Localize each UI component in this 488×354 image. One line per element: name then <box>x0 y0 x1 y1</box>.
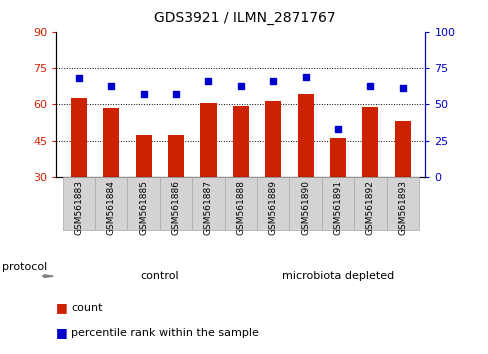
Text: ■: ■ <box>56 302 68 314</box>
Text: GSM561889: GSM561889 <box>268 180 277 235</box>
Text: GSM561885: GSM561885 <box>139 180 148 235</box>
Point <box>172 91 180 97</box>
Text: microbiota depleted: microbiota depleted <box>281 271 393 281</box>
Bar <box>394 121 410 177</box>
Bar <box>192 177 224 230</box>
Text: GSM561890: GSM561890 <box>301 180 309 235</box>
Text: GSM561888: GSM561888 <box>236 180 245 235</box>
Bar <box>386 177 418 230</box>
Bar <box>232 105 248 177</box>
Text: GSM561886: GSM561886 <box>171 180 180 235</box>
Text: ■: ■ <box>56 326 68 339</box>
Bar <box>160 177 192 230</box>
Point <box>301 74 309 80</box>
Bar <box>257 177 289 230</box>
Text: percentile rank within the sample: percentile rank within the sample <box>71 328 258 338</box>
Text: GSM561892: GSM561892 <box>365 180 374 235</box>
Point <box>236 83 244 88</box>
Bar <box>62 177 95 230</box>
Bar <box>127 177 160 230</box>
Bar <box>329 138 346 177</box>
Point <box>366 83 373 88</box>
Point <box>140 91 147 97</box>
Text: count: count <box>71 303 102 313</box>
Bar <box>297 93 313 177</box>
Point <box>75 75 82 81</box>
Text: GSM561884: GSM561884 <box>106 180 116 235</box>
Point <box>107 83 115 88</box>
Bar <box>103 108 119 177</box>
Point <box>333 126 341 132</box>
Bar <box>353 177 386 230</box>
Bar <box>362 107 378 177</box>
Bar <box>200 103 216 177</box>
FancyArrow shape <box>43 275 53 278</box>
Text: GSM561893: GSM561893 <box>397 180 407 235</box>
Point <box>398 86 406 91</box>
Text: GSM561883: GSM561883 <box>74 180 83 235</box>
Bar <box>71 98 87 177</box>
Bar <box>264 101 281 177</box>
Text: GSM561891: GSM561891 <box>333 180 342 235</box>
Bar <box>289 177 321 230</box>
Bar <box>167 135 184 177</box>
Bar <box>224 177 257 230</box>
Bar <box>321 177 353 230</box>
Point <box>269 78 277 84</box>
Text: control: control <box>140 271 179 281</box>
Bar <box>135 135 151 177</box>
Text: GSM561887: GSM561887 <box>203 180 212 235</box>
Point <box>204 78 212 84</box>
Text: protocol: protocol <box>2 262 48 272</box>
Text: GDS3921 / ILMN_2871767: GDS3921 / ILMN_2871767 <box>153 11 335 25</box>
Bar <box>95 177 127 230</box>
